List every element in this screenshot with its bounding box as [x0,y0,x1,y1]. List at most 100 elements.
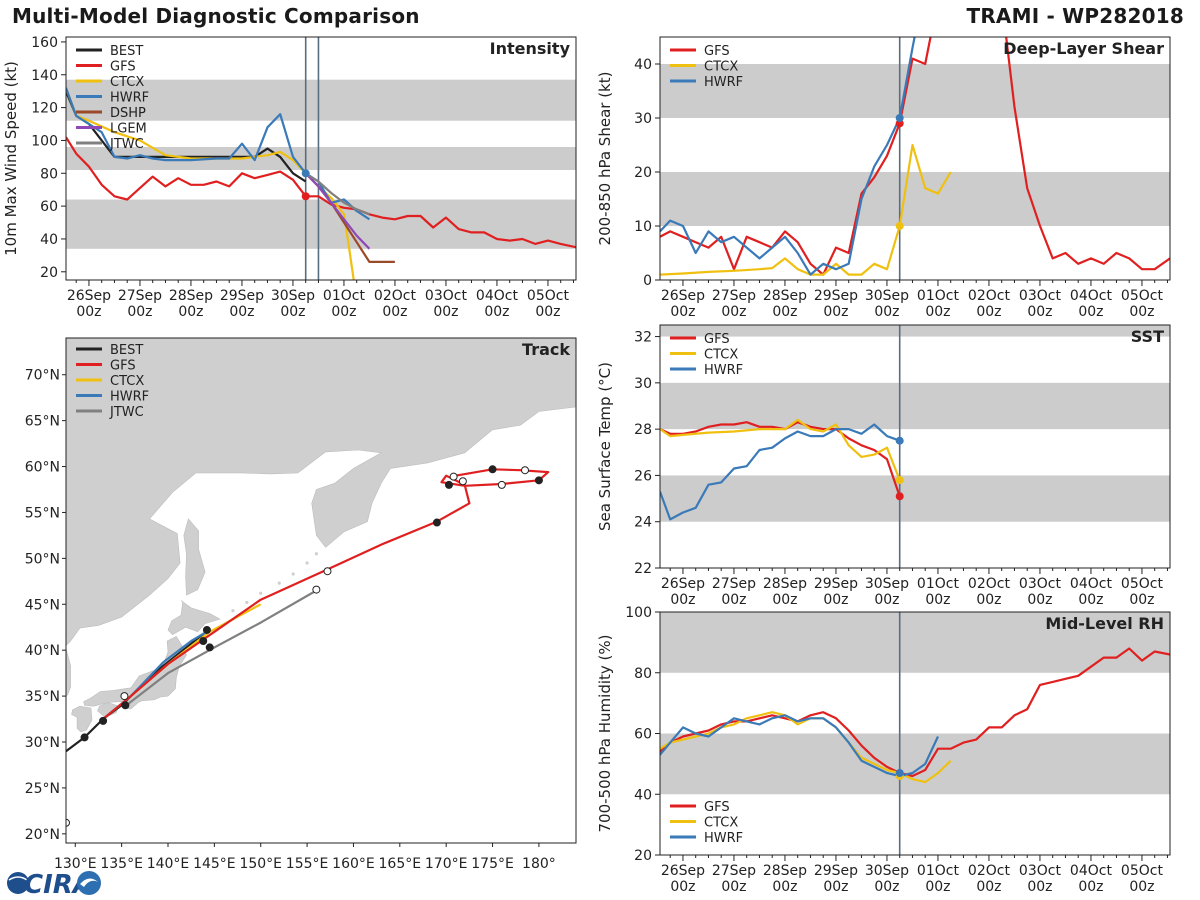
sst-xtick-sublabel: 00z [670,592,695,608]
rh-xtick-sublabel: 00z [823,879,848,895]
shear-legend-label-gfs: GFS [704,44,730,59]
intensity-xtick-label: 02Oct [374,288,417,304]
track-position-dot [432,518,441,527]
track-legend-label-best: BEST [110,343,143,358]
track-ytick-label: 20°N [25,827,60,843]
sst-ylabel: Sea Surface Temp (°C) [596,362,614,531]
land-kuril-island [259,591,263,595]
shear-ytick-label: 30 [634,111,652,127]
track-position-dot [521,466,529,475]
rh-legend-label-ctcx: CTCX [704,816,738,831]
land-kuril-island [314,552,318,556]
track-xtick-label: 175°E [471,856,514,872]
intensity-xtick-label: 01Oct [323,288,366,304]
track-position-dot [121,701,130,710]
track-ytick-label: 70°N [25,368,60,384]
sst-band-0 [660,325,1170,337]
intensity-band-0 [66,79,576,121]
intensity-xtick-sublabel: 00z [535,304,560,320]
rh-xtick-sublabel: 00z [772,879,797,895]
rh-xtick-label: 05Oct [1121,863,1164,879]
intensity-ytick-label: 40 [40,232,58,248]
shear-xtick-label: 02Oct [968,288,1011,304]
sst-xtick-sublabel: 00z [1129,592,1154,608]
rh-ytick-label: 20 [634,848,652,864]
shear-line-gfs [660,37,1170,276]
track-position-dot [444,480,453,489]
shear-xtick-label: 30Sep [865,288,909,304]
rh-xtick-label: 29Sep [814,863,858,879]
track-ytick-label: 45°N [25,597,60,613]
intensity-legend-label-ctcx: CTCX [110,75,144,90]
sst-xtick-label: 27Sep [712,576,756,592]
land-kuril-island [277,581,281,585]
track-xtick-label: 165°E [379,856,422,872]
intensity-legend-label-jtwc: JTWC [109,137,144,152]
shear-legend-label-ctcx: CTCX [704,60,738,75]
intensity-line-lgem [304,172,371,250]
panel-rh: 2040608010026Sep00z27Sep00z28Sep00z29Sep… [596,605,1171,895]
shear-xtick-label: 03Oct [1019,288,1062,304]
track-xtick-label: 180° [522,856,556,872]
track-xtick-label: 170°E [425,856,468,872]
shear-title: Deep-Layer Shear [1003,39,1164,58]
shear-xtick-sublabel: 00z [721,304,746,320]
track-xtick-label: 150°E [239,856,282,872]
sst-ytick-label: 30 [634,376,652,392]
shear-frame [659,36,1171,281]
logo-globe-arc [8,876,28,881]
sst-xtick-sublabel: 00z [976,592,1001,608]
track-xtick-label: 130°E [54,856,97,872]
sst-xtick-sublabel: 00z [721,592,746,608]
track-xtick-label: 140°E [147,856,190,872]
shear-legend-label-hwrf: HWRF [704,75,743,90]
intensity-band-1 [66,147,576,170]
track-position-dot [80,733,89,742]
intensity-ylabel: 10m Max Wind Speed (kt) [2,61,20,256]
rh-xtick-label: 03Oct [1019,863,1062,879]
shear-band-1 [660,172,1170,226]
rh-xtick-sublabel: 00z [670,879,695,895]
intensity-legend-label-dshp: DSHP [110,106,146,121]
track-position-dot [205,643,214,652]
track-ytick-label: 50°N [25,551,60,567]
track-position-dot [534,476,543,485]
sst-xtick-sublabel: 00z [1078,592,1103,608]
intensity-ytick-label: 20 [40,265,58,281]
intensity-title: Intensity [490,39,571,58]
intensity-point-hwrf [301,169,310,178]
land-kuril-island [291,572,295,576]
land-asia [66,338,576,647]
rh-xtick-label: 26Sep [661,863,705,879]
intensity-ytick-label: 140 [31,68,58,84]
intensity-ytick-label: 60 [40,199,58,215]
intensity-point-gfs [301,192,310,201]
sst-xtick-label: 01Oct [917,576,960,592]
land-kyushu [71,705,93,733]
land-kuril-island [231,609,235,613]
sst-line-gfs [660,421,901,497]
intensity-xtick-label: 27Sep [118,288,162,304]
shear-ytick-label: 40 [634,57,652,73]
intensity-line-hwrf [66,87,371,221]
sst-ytick-label: 24 [634,515,652,531]
track-ytick-label: 40°N [25,643,60,659]
track-position-dot [99,716,108,725]
sst-xtick-label: 30Sep [865,576,909,592]
track-position-dot [323,567,332,576]
rh-xtick-sublabel: 00z [976,879,1001,895]
sst-point-hwrf [895,436,904,445]
intensity-frame [65,36,577,281]
intensity-xtick-sublabel: 00z [484,304,509,320]
rh-xtick-sublabel: 00z [721,879,746,895]
shear-line-hwrf [660,37,916,276]
panel-intensity: 2040608010012014016026Sep00z27Sep00z28Se… [2,35,577,320]
sst-legend-label-hwrf: HWRF [704,363,743,378]
sst-xtick-label: 28Sep [763,576,807,592]
rh-band-0 [660,612,1170,673]
sst-xtick-sublabel: 00z [874,592,899,608]
track-legend-label-ctcx: CTCX [110,374,144,389]
intensity-legend-label-hwrf: HWRF [110,91,149,106]
rh-title: Mid-Level RH [1045,614,1164,633]
sst-line-ctcx [660,418,901,481]
